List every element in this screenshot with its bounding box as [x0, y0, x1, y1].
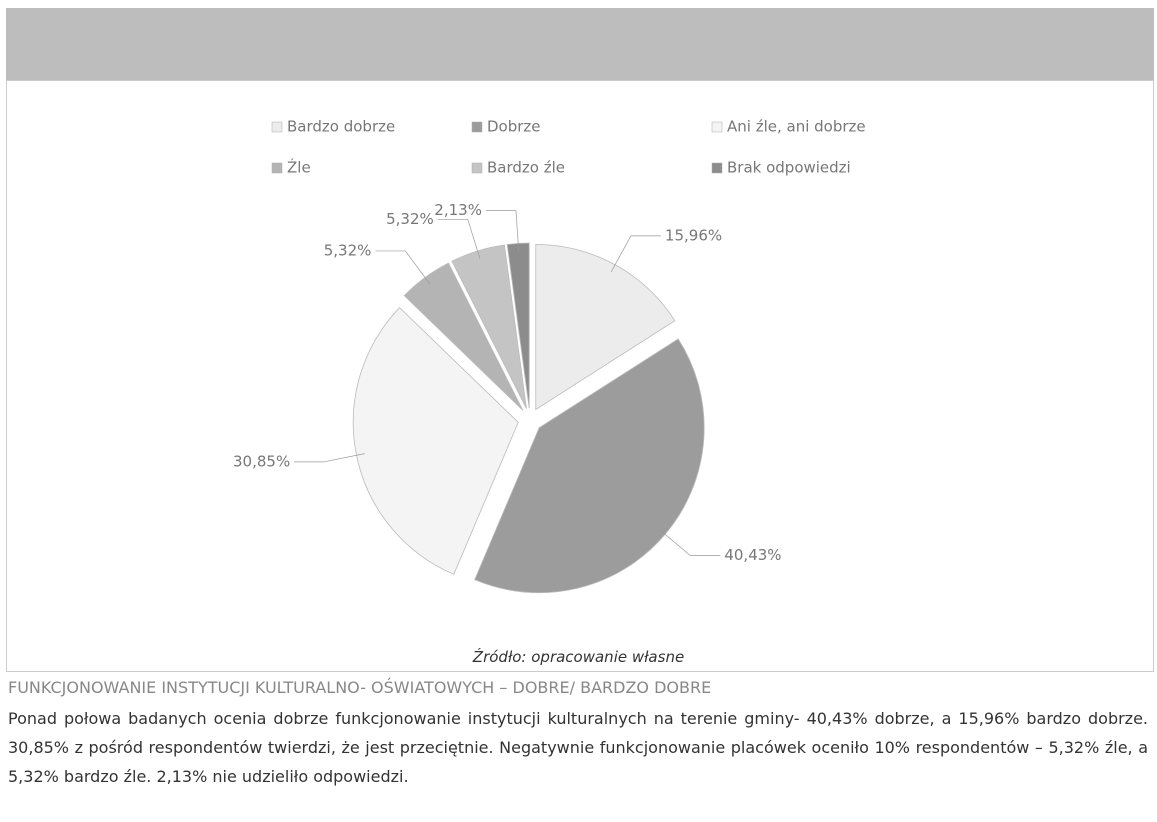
legend-swatch	[711, 162, 723, 174]
section-heading: FUNKCJONOWANIE INSTYTUCJI KULTURALNO- OŚ…	[8, 678, 712, 697]
leader-line	[405, 250, 431, 285]
legend-label: Bardzo źle	[487, 159, 565, 177]
data-label: 5,32%	[386, 210, 434, 228]
data-label: 5,32%	[324, 241, 372, 259]
source: Źródło: opracowanie własne	[472, 648, 685, 666]
data-label: 30,85%	[233, 452, 290, 470]
paragraph: Ponad połowa badanych ocenia dobrze funk…	[8, 709, 1148, 786]
leader-line	[324, 453, 365, 463]
leader-line	[515, 210, 520, 252]
pie-slice	[352, 307, 519, 575]
legend-swatch	[471, 121, 483, 133]
data-label: 2,13%	[434, 201, 482, 219]
chart-frame	[6, 80, 1154, 672]
legend-label: Bardzo dobrze	[287, 118, 395, 136]
legend-label: Źle	[287, 158, 311, 177]
legend-swatch	[271, 121, 283, 133]
legend-swatch	[711, 121, 723, 133]
legend-label: Brak odpowiedzi	[727, 159, 851, 177]
leader-line	[467, 219, 481, 259]
data-label: 15,96%	[665, 226, 722, 244]
data-label: 40,43%	[724, 546, 781, 564]
leader-line	[610, 235, 632, 273]
header-band	[6, 8, 1154, 80]
legend-label: Dobrze	[487, 118, 541, 136]
legend-swatch	[471, 162, 483, 174]
pie-slice	[474, 338, 705, 594]
legend-label: Ani źle, ani dobrze	[727, 118, 866, 136]
leader-line	[658, 528, 691, 556]
chart: Bardzo dobrze Dobrze Ani źle, ani dobrze Źl…	[233, 118, 866, 594]
legend-swatch	[271, 162, 283, 174]
